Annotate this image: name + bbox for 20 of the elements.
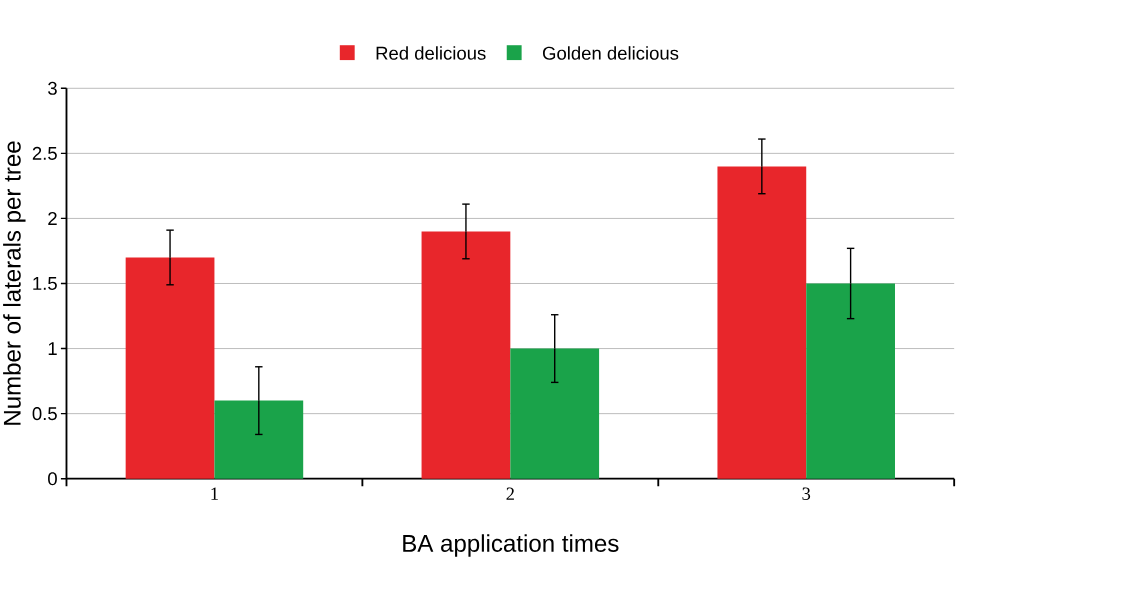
x-tick-label: 1 — [211, 487, 218, 500]
bar — [717, 166, 807, 479]
y-tick-label: 0.5 — [32, 407, 57, 421]
y-tick-label: 3 — [48, 81, 57, 95]
bar — [421, 231, 511, 479]
y-tick-label: 1 — [48, 342, 57, 356]
legend-label: Red delicious — [376, 46, 486, 60]
bar — [214, 400, 304, 479]
x-tick-label: 2 — [506, 487, 514, 500]
bar — [510, 348, 600, 479]
legend-label: Golden delicious — [542, 46, 679, 60]
bar — [125, 257, 215, 479]
y-tick-label: 2.5 — [32, 146, 57, 161]
bar — [806, 283, 895, 479]
y-axis-title: Number of laterals per tree — [3, 141, 26, 425]
x-axis-title: BA application times — [403, 534, 619, 557]
y-tick-label: 0 — [48, 472, 57, 486]
y-tick-label: 1.5 — [33, 277, 57, 291]
y-tick-label: 2 — [48, 212, 57, 225]
x-tick-label: 3 — [802, 487, 811, 501]
